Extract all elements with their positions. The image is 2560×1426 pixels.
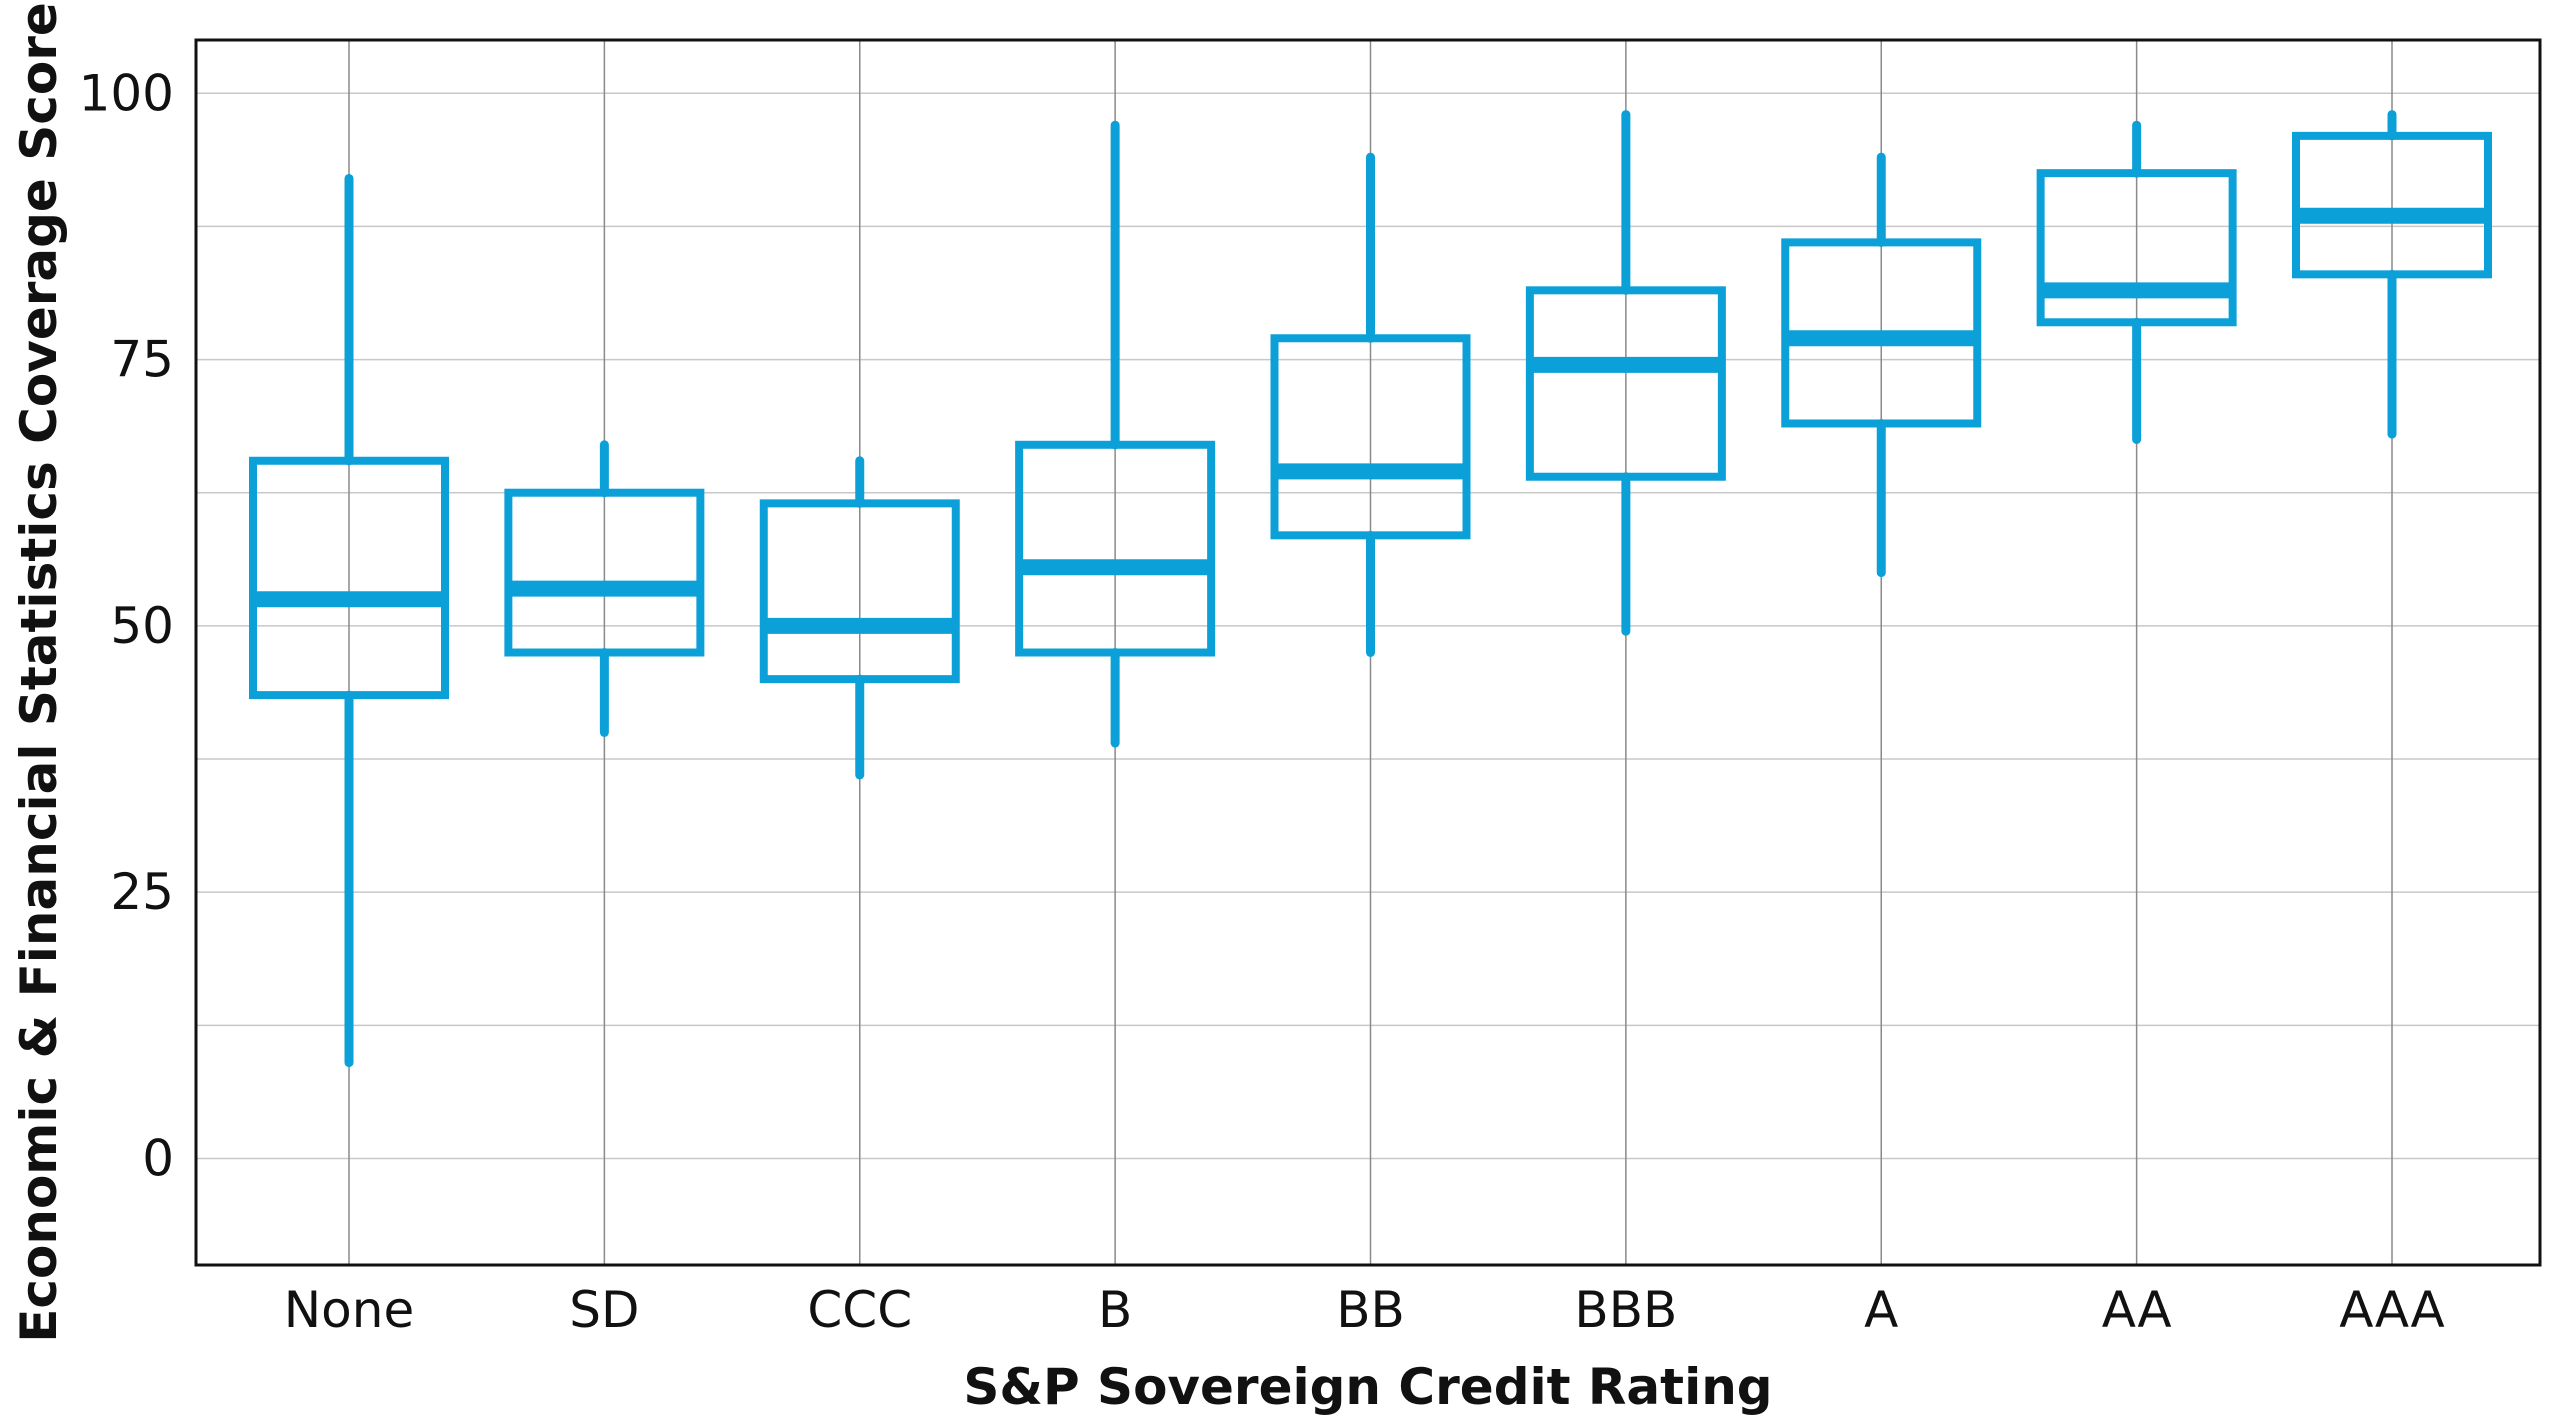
y-tick-label: 75 [110,331,174,389]
iqr-box [504,488,705,657]
x-tick-label: B [1098,1281,1132,1339]
y-tick-label: 0 [142,1129,174,1187]
box-b [1015,120,1216,748]
x-tick-label: BBB [1574,1281,1677,1339]
y-tick-label: 50 [110,597,174,655]
box-a [1781,152,1982,578]
box-sd [504,440,705,737]
x-tick-label: AAA [2339,1281,2444,1339]
iqr-box [759,499,960,684]
box-aa [2036,120,2237,444]
box-bbb [1525,110,1726,636]
y-tick-label: 25 [110,863,174,921]
box-ccc [759,456,960,780]
y-tick-labels: 0 25 50 75 100 [79,64,174,1187]
x-tick-label: SD [569,1281,639,1339]
iqr-box [1270,334,1471,540]
box-bb [1270,152,1471,657]
y-tick-label: 100 [79,64,174,122]
iqr-box [1015,440,1216,657]
box-aaa [2292,110,2492,439]
iqr-box [2292,131,2492,279]
x-tick-labels: None SD CCC B BB BBB A AA AAA [284,1281,2445,1339]
x-tick-label: AA [2102,1281,2172,1339]
iqr-box [1525,286,1726,481]
box-none [249,173,449,1068]
x-tick-label: None [284,1281,414,1339]
x-axis-title: S&P Sovereign Credit Rating [963,1358,1772,1416]
x-tick-label: BB [1336,1281,1405,1339]
iqr-box [2036,169,2237,327]
iqr-box [249,456,449,700]
box-layer [249,110,2492,1068]
x-tick-label: CCC [807,1281,912,1339]
y-axis-title: Economic & Financial Statistics Coverage… [10,2,68,1343]
x-tick-label: A [1864,1281,1898,1339]
plot-frame [194,38,2542,1267]
